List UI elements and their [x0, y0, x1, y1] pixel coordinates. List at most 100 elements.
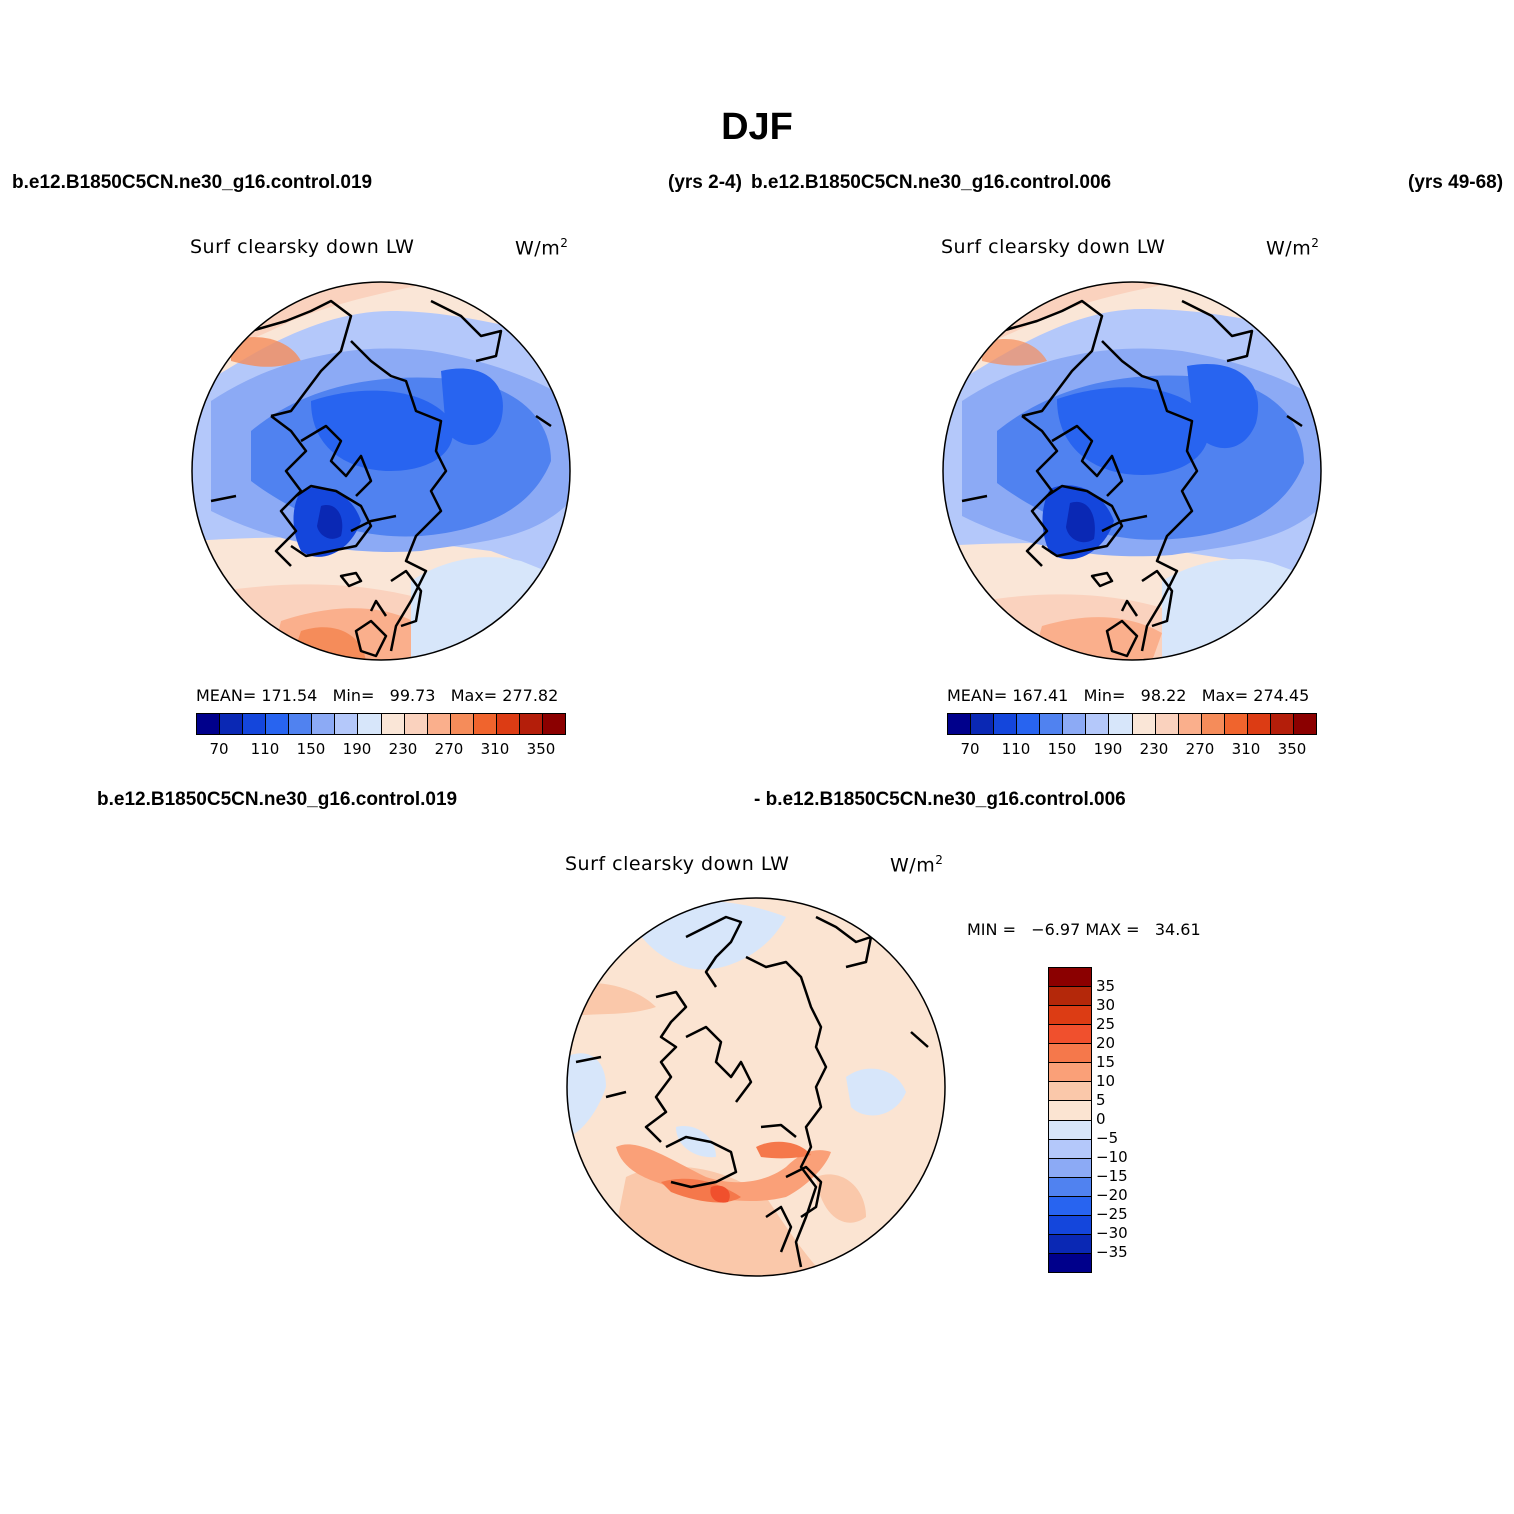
colorbar-tick-label: 25	[1096, 1015, 1116, 1033]
colorbar-swatch	[519, 714, 543, 734]
colorbar-swatch	[1049, 1215, 1091, 1235]
panel1-stats: MEAN= 171.54 Min= 99.73 Max= 277.82	[196, 686, 558, 705]
colorbar-tick-label: 350	[526, 740, 556, 758]
panel1-mean-label: MEAN=	[196, 686, 257, 705]
panel2-min-value: 98.22	[1140, 686, 1187, 705]
colorbar-tick-label: 110	[250, 740, 280, 758]
colorbar-tick-label: 270	[434, 740, 464, 758]
colorbar-swatch	[404, 714, 428, 734]
diff-max-label: MAX =	[1085, 920, 1140, 939]
colorbar-swatch	[381, 714, 405, 734]
diff-colorbar-ticks: 35 30 25 20 15 10 5 0 −5 −10 −15 −20 −25 −30 −35	[1096, 967, 1156, 1273]
panel2-stats: MEAN= 167.41 Min= 98.22 Max= 274.45	[947, 686, 1309, 705]
colorbar-tick-label: 10	[1096, 1072, 1116, 1090]
diff-left-label: b.e12.B1850C5CN.ne30_g16.control.019	[97, 789, 458, 810]
colorbar-tick-label: 190	[1093, 740, 1123, 758]
colorbar-swatch	[496, 714, 520, 734]
colorbar-swatch	[1109, 714, 1133, 734]
colorbar-swatch	[1049, 987, 1091, 1007]
colorbar-tick-label: 20	[1096, 1034, 1116, 1052]
colorbar-swatch	[473, 714, 497, 734]
colorbar-tick-label: 150	[296, 740, 326, 758]
case1-years: (yrs 2-4)	[668, 172, 742, 193]
panel1-max-value: 277.82	[502, 686, 559, 705]
colorbar-tick-label: 70	[209, 740, 229, 758]
colorbar-swatch	[1224, 714, 1248, 734]
colorbar-swatch	[1040, 714, 1064, 734]
panel1-max-label: Max=	[450, 686, 498, 705]
colorbar-tick-label: −35	[1096, 1243, 1128, 1261]
colorbar-swatch	[1247, 714, 1271, 734]
colorbar-tick-label: 190	[342, 740, 372, 758]
panel2-max-value: 274.45	[1253, 686, 1310, 705]
colorbar-swatch	[1049, 1158, 1091, 1178]
colorbar-swatch	[994, 714, 1018, 734]
colorbar-swatch	[1049, 1082, 1091, 1102]
colorbar-tick-label: 350	[1277, 740, 1307, 758]
colorbar-tick-label: 270	[1185, 740, 1215, 758]
panel2-colorbar	[947, 713, 1317, 735]
diff-stats: MIN = −6.97 MAX = 34.61	[967, 920, 1201, 939]
colorbar-swatch	[197, 714, 221, 734]
colorbar-swatch	[1049, 1101, 1091, 1121]
colorbar-swatch	[312, 714, 336, 734]
diff-max-value: 34.61	[1154, 920, 1201, 939]
colorbar-swatch	[220, 714, 244, 734]
panel1-colorbar	[196, 713, 566, 735]
diff-min-label: MIN =	[967, 920, 1016, 939]
panel1-polar-map	[191, 281, 571, 661]
colorbar-tick-label: 230	[1139, 740, 1169, 758]
diff-right-label: - b.e12.B1850C5CN.ne30_g16.control.006	[754, 789, 1126, 810]
panel2-units-exp: 2	[1311, 236, 1320, 250]
colorbar-tick-label: −10	[1096, 1148, 1128, 1166]
case2-label: b.e12.B1850C5CN.ne30_g16.control.006	[751, 172, 1112, 193]
panel2-mean-value: 167.41	[1012, 686, 1069, 705]
colorbar-tick-label: −25	[1096, 1205, 1128, 1223]
case2-years: (yrs 49-68)	[1408, 172, 1504, 193]
colorbar-swatch	[1049, 1006, 1091, 1026]
colorbar-swatch	[1086, 714, 1110, 734]
colorbar-swatch	[1049, 1120, 1091, 1140]
colorbar-tick-label: 230	[388, 740, 418, 758]
panel1-units-exp: 2	[560, 236, 569, 250]
page-title: DJF	[721, 106, 793, 148]
diff-polar-map	[566, 897, 946, 1277]
colorbar-swatch	[1049, 1177, 1091, 1197]
colorbar-tick-label: −15	[1096, 1167, 1128, 1185]
colorbar-swatch	[1049, 1139, 1091, 1159]
colorbar-swatch	[1049, 1044, 1091, 1064]
diff-min-value: −6.97	[1031, 920, 1081, 939]
colorbar-swatch	[948, 714, 972, 734]
panel2-mean-label: MEAN=	[947, 686, 1008, 705]
diff-units-exp: 2	[935, 853, 944, 867]
colorbar-swatch	[427, 714, 451, 734]
colorbar-swatch	[1049, 1253, 1091, 1272]
colorbar-swatch	[335, 714, 359, 734]
colorbar-swatch	[289, 714, 313, 734]
colorbar-swatch	[1201, 714, 1225, 734]
diff-variable: Surf clearsky down LW	[565, 853, 790, 875]
colorbar-swatch	[1049, 1025, 1091, 1045]
colorbar-swatch	[971, 714, 995, 734]
colorbar-tick-label: −30	[1096, 1224, 1128, 1242]
panel2-polar-map	[942, 281, 1322, 661]
colorbar-tick-label: 15	[1096, 1053, 1116, 1071]
colorbar-swatch	[1178, 714, 1202, 734]
panel1-min-value: 99.73	[389, 686, 436, 705]
panel1-units-text: W/m	[515, 237, 561, 260]
colorbar-swatch	[542, 714, 565, 734]
colorbar-tick-label: 0	[1096, 1110, 1106, 1128]
panel1-variable: Surf clearsky down LW	[190, 236, 415, 258]
panel2-max-label: Max=	[1201, 686, 1249, 705]
panel2-min-label: Min=	[1083, 686, 1126, 705]
colorbar-tick-label: 5	[1096, 1091, 1106, 1109]
diff-units: W/m2	[890, 853, 943, 876]
panel2-units: W/m2	[1266, 236, 1319, 259]
colorbar-swatch	[450, 714, 474, 734]
colorbar-swatch	[1049, 1063, 1091, 1083]
panel1-min-label: Min=	[332, 686, 375, 705]
colorbar-swatch	[1063, 714, 1087, 734]
colorbar-swatch	[1049, 968, 1091, 988]
panel2-units-text: W/m	[1266, 237, 1312, 260]
diff-units-text: W/m	[890, 854, 936, 877]
